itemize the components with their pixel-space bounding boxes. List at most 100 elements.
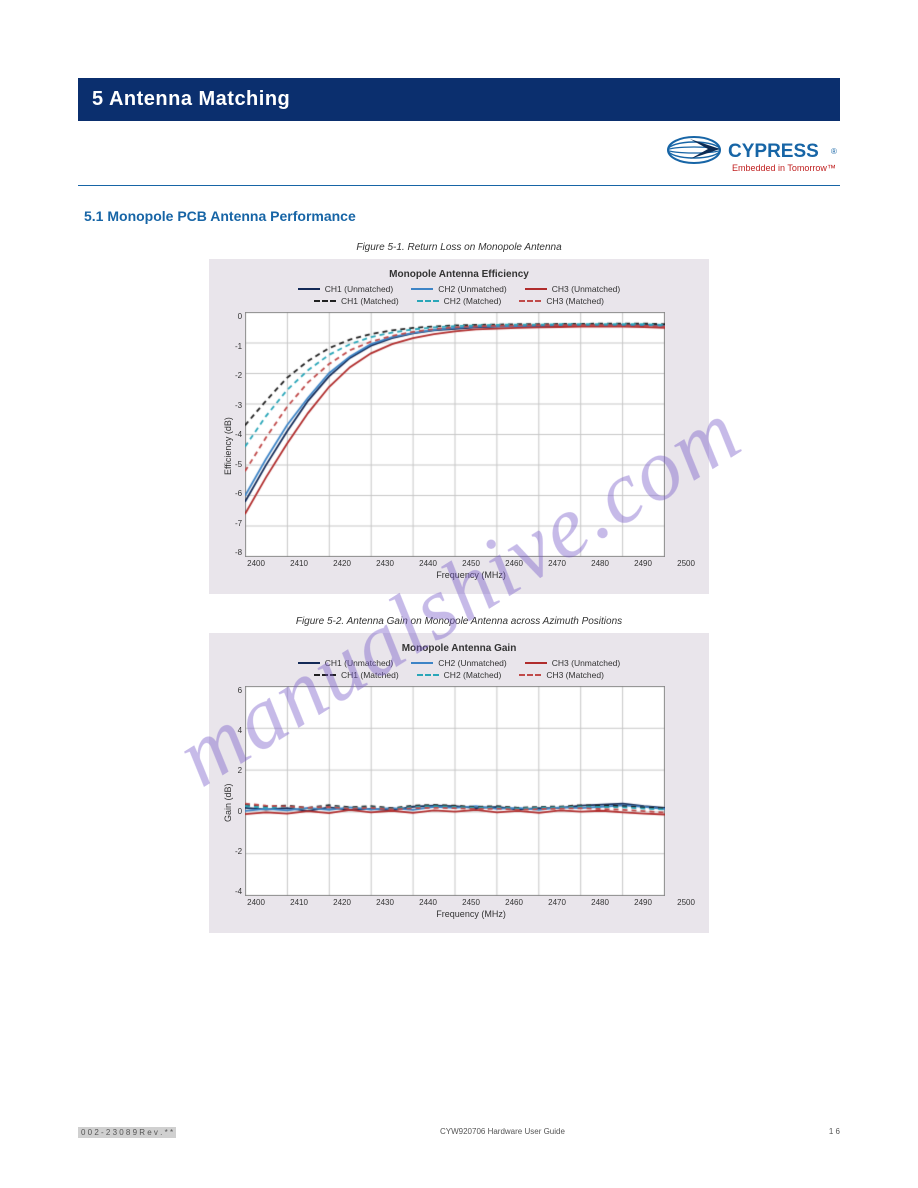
tick-label: 2440 [419,559,437,568]
legend-swatch [525,288,547,290]
tick-label: -3 [235,401,242,410]
legend-swatch [411,662,433,664]
svg-text:®: ® [831,147,837,156]
legend-item: CH3 (Matched) [519,670,604,680]
legend-label: CH2 (Unmatched) [438,284,507,294]
section-subtitle: 5.1 Monopole PCB Antenna Performance [84,208,840,224]
legend-label: CH2 (Unmatched) [438,658,507,668]
tick-label: 2420 [333,559,351,568]
chart2-yticks: 6 4 2 0 -2 -4 [235,686,245,896]
tick-label: 4 [235,726,242,735]
chart2-xlabel: Frequency (MHz) [245,909,697,919]
legend-swatch [298,288,320,290]
legend-swatch [298,662,320,664]
legend-item: CH3 (Unmatched) [525,284,621,294]
tick-label: 2450 [462,898,480,907]
section-number: 5.1 [84,208,107,224]
legend-swatch [417,300,439,302]
tick-label: -2 [235,371,242,380]
legend-label: CH2 (Matched) [444,670,502,680]
figure2-caption: Figure 5-2. Antenna Gain on Monopole Ant… [78,616,840,627]
tick-label: 2460 [505,559,523,568]
chart2-ylabel: Gain (dB) [221,686,235,919]
tick-label: 2480 [591,559,609,568]
chart2-xticks: 2400241024202430244024502460247024802490… [245,898,697,907]
tick-label: 6 [235,686,242,695]
tick-label: -4 [235,887,242,896]
tick-label: -8 [235,548,242,557]
page-content: 5 Antenna Matching CYPRESS ® Embedded in… [0,0,918,933]
chart1-canvas [245,312,665,557]
tick-label: 2470 [548,559,566,568]
legend-item: CH2 (Matched) [417,296,502,306]
chart1-xlabel: Frequency (MHz) [245,570,697,580]
figure1-caption: Figure 5-1. Return Loss on Monopole Ante… [78,242,840,253]
footer-mid: CYW920706 Hardware User Guide [440,1127,565,1138]
legend-label: CH1 (Unmatched) [325,284,394,294]
legend-label: CH3 (Unmatched) [552,658,621,668]
tick-label: 2430 [376,898,394,907]
tick-label: 0 [235,312,242,321]
legend-item: CH1 (Matched) [314,296,399,306]
tick-label: 2500 [677,559,695,568]
tick-label: 2460 [505,898,523,907]
tick-label: 0 [235,807,242,816]
footer-left: 0 0 2 - 2 3 0 8 9 R e v . * * [78,1127,176,1138]
tick-label: -2 [235,847,242,856]
tick-label: 2410 [290,898,308,907]
tick-label: 2400 [247,559,265,568]
tick-label: 2 [235,766,242,775]
legend-swatch [525,662,547,664]
tick-label: -4 [235,430,242,439]
chart1-title: Monopole Antenna Efficiency [221,269,697,280]
banner-number: 5 [92,88,109,110]
legend-item: CH2 (Unmatched) [411,658,507,668]
logo-slogan: Embedded in Tomorrow™ [732,163,836,173]
chart1-legend: CH1 (Unmatched) CH2 (Unmatched) CH3 (Unmat… [221,284,697,306]
legend-label: CH3 (Matched) [546,296,604,306]
tick-label: 2440 [419,898,437,907]
tick-label: 2400 [247,898,265,907]
legend-label: CH3 (Unmatched) [552,284,621,294]
tick-label: 2410 [290,559,308,568]
banner: 5 Antenna Matching [78,78,840,121]
tick-label: 2500 [677,898,695,907]
tick-label: 2470 [548,898,566,907]
logo-row: CYPRESS ® Embedded in Tomorrow™ [78,127,840,183]
logo-brand: CYPRESS [728,141,819,162]
legend-item: CH2 (Matched) [417,670,502,680]
tick-label: 2480 [591,898,609,907]
tick-label: -1 [235,342,242,351]
banner-title: Antenna Matching [109,88,290,110]
tick-label: 2490 [634,898,652,907]
chart1-ylabel: Efficiency (dB) [221,312,235,580]
legend-item: CH1 (Matched) [314,670,399,680]
legend-item: CH3 (Matched) [519,296,604,306]
legend-swatch [314,300,336,302]
legend-label: CH1 (Matched) [341,670,399,680]
tick-label: 2450 [462,559,480,568]
tick-label: -5 [235,460,242,469]
legend-label: CH1 (Unmatched) [325,658,394,668]
chart2-container: Monopole Antenna Gain CH1 (Unmatched) CH2… [209,633,709,933]
chart2-title: Monopole Antenna Gain [221,643,697,654]
chart1-xticks: 2400 2410 2420 2430 2440 2450 2460 2470 2480 2490… [245,559,697,568]
legend-swatch [314,674,336,676]
legend-swatch [519,674,541,676]
legend-item: CH3 (Unmatched) [525,658,621,668]
legend-item: CH1 (Unmatched) [298,284,394,294]
tick-label: 2430 [376,559,394,568]
chart1-container: Monopole Antenna Efficiency CH1 (Unmatch… [209,259,709,594]
legend-label: CH2 (Matched) [444,296,502,306]
legend-label: CH3 (Matched) [546,670,604,680]
tick-label: 2490 [634,559,652,568]
legend-label: CH1 (Matched) [341,296,399,306]
footer: 0 0 2 - 2 3 0 8 9 R e v . * * CYW920706 … [78,1127,840,1138]
tick-label: -7 [235,519,242,528]
legend-swatch [417,674,439,676]
tick-label: -6 [235,489,242,498]
chart2-canvas [245,686,665,896]
cypress-logo: CYPRESS ® Embedded in Tomorrow™ [660,127,840,183]
header-rule [78,185,840,186]
chart2-legend: CH1 (Unmatched) CH2 (Unmatched) CH3 (Unmat… [221,658,697,680]
